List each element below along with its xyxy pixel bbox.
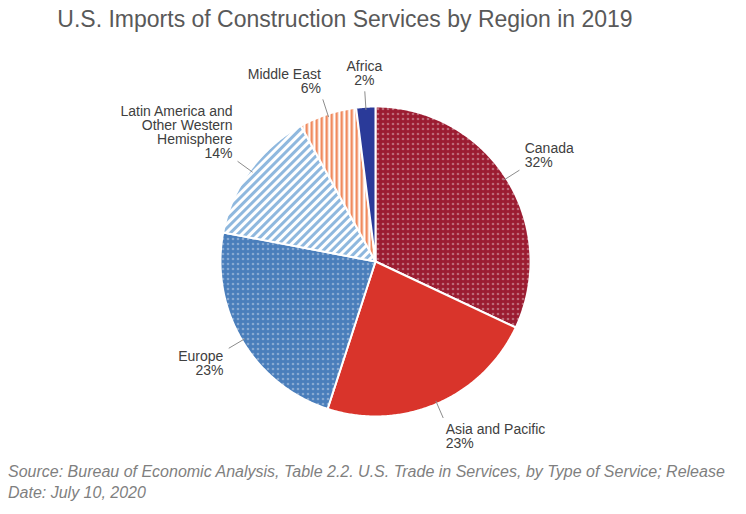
svg-text:Asia and Pacific23%: Asia and Pacific23% <box>446 421 546 451</box>
svg-text:Africa2%: Africa2% <box>347 58 383 88</box>
svg-text:Europe23%: Europe23% <box>178 348 223 378</box>
html-text:Source: Bureau of Economic Ana: Source: Bureau of Economic Analysis, Tab… <box>8 463 725 501</box>
svg-text:Latin America andOther Western: Latin America andOther WesternHemisphere… <box>120 103 232 161</box>
html-text:U.S. Imports of Construction S: U.S. Imports of Construction Services by… <box>57 6 633 32</box>
svg-text:Middle East6%: Middle East6% <box>248 66 321 96</box>
svg-text:Canada32%: Canada32% <box>525 140 574 170</box>
